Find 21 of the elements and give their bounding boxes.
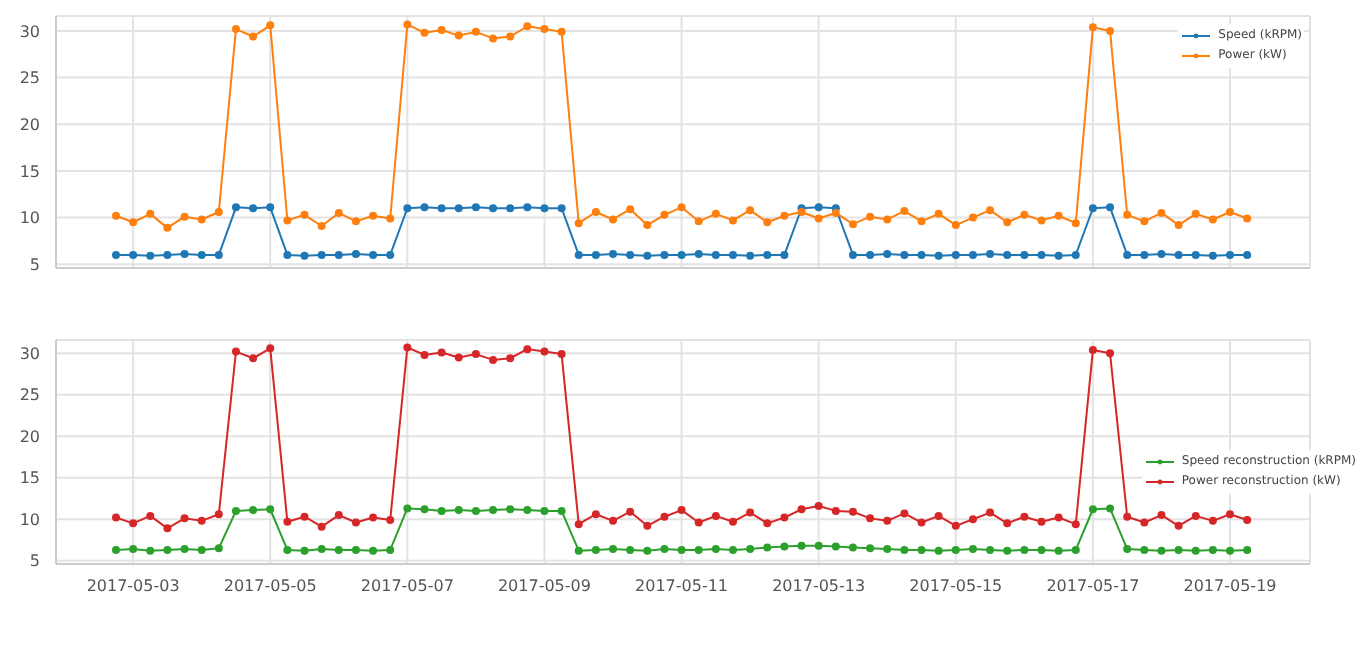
x-tick-label: 2017-05-19 (1183, 577, 1277, 596)
y-tick-label: 15 (19, 162, 40, 181)
x-tick-label: 2017-05-05 (223, 577, 317, 596)
y-tick-label: 15 (19, 469, 40, 488)
y-tick-label: 30 (19, 22, 40, 41)
y-tick-label: 20 (19, 427, 40, 446)
x-tick-label: 2017-05-13 (772, 577, 866, 596)
y-tick-label: 5 (29, 255, 40, 274)
y-tick-label: 10 (19, 510, 40, 529)
y-tick-label: 30 (19, 344, 40, 363)
x-tick-label: 2017-05-11 (635, 577, 729, 596)
y-tick-label: 10 (19, 209, 40, 228)
y-tick-label: 20 (19, 115, 40, 134)
y-tick-label: 5 (29, 552, 40, 571)
x-tick-label: 2017-05-03 (86, 577, 180, 596)
y-tick-label: 25 (19, 386, 40, 405)
y-tick-label: 25 (19, 69, 40, 88)
x-tick-label: 2017-05-09 (497, 577, 591, 596)
x-tick-label: 2017-05-07 (360, 577, 454, 596)
x-tick-label: 2017-05-15 (909, 577, 1003, 596)
x-tick-label: 2017-05-17 (1046, 577, 1140, 596)
